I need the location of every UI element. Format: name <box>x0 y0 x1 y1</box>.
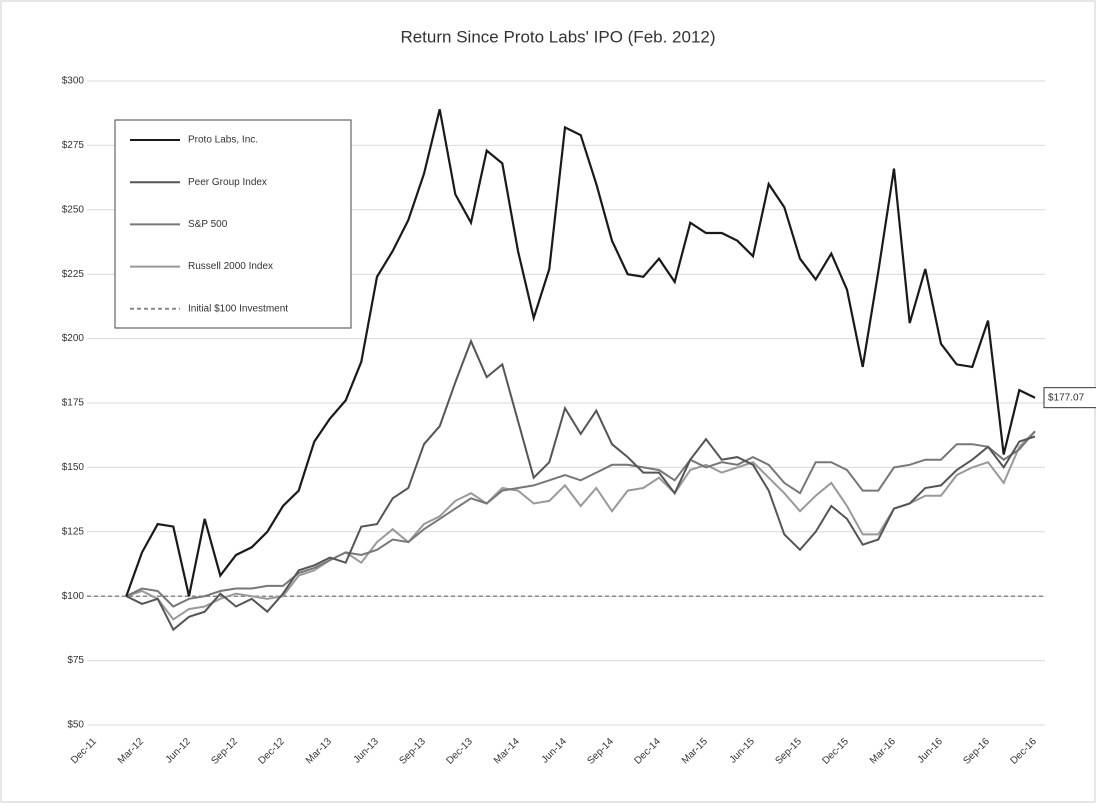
y-tick-label: $175 <box>62 398 85 409</box>
legend-label: Russell 2000 Index <box>188 261 273 272</box>
y-tick-label: $75 <box>67 655 84 666</box>
legend-label: Proto Labs, Inc. <box>188 135 258 146</box>
y-tick-label: $150 <box>62 462 85 473</box>
series-line <box>125 430 1036 608</box>
y-tick-label: $275 <box>62 140 85 151</box>
series-line <box>125 430 1036 621</box>
y-tick-label: $200 <box>62 333 85 344</box>
chart-title: Return Since Proto Labs' IPO (Feb. 2012) <box>400 27 715 46</box>
y-tick-label: $100 <box>62 591 85 602</box>
y-tick-label: $250 <box>62 204 85 215</box>
legend-label: Initial $100 Investment <box>188 303 288 314</box>
series-line <box>125 109 1036 597</box>
legend-label: S&P 500 <box>188 219 228 230</box>
y-tick-label: $50 <box>67 720 84 731</box>
y-tick-label: $300 <box>62 76 85 87</box>
end-label-box <box>1043 387 1096 409</box>
y-tick-label: $225 <box>62 269 85 280</box>
end-label-text: $177.07 <box>1048 392 1085 403</box>
y-tick-label: $125 <box>62 526 85 537</box>
end-label: $177.07 <box>1043 387 1096 409</box>
series-line <box>125 338 1036 632</box>
legend-label: Peer Group Index <box>188 177 267 188</box>
